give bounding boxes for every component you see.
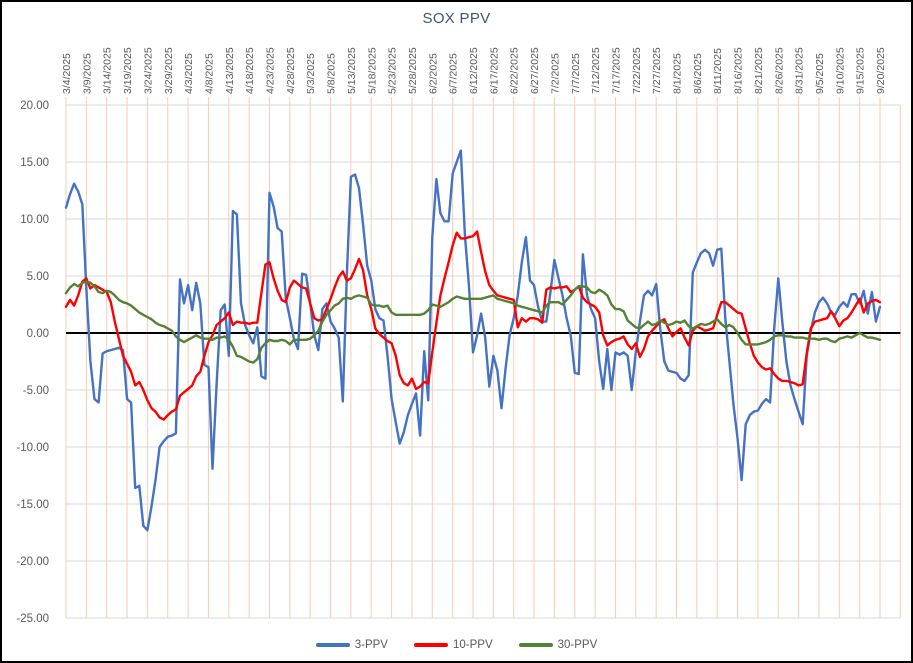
svg-text:6/2/2025: 6/2/2025 <box>427 53 439 94</box>
svg-text:7/27/2025: 7/27/2025 <box>651 47 663 94</box>
svg-text:3/4/2025: 3/4/2025 <box>61 53 73 94</box>
svg-text:9/10/2025: 9/10/2025 <box>834 47 846 94</box>
svg-text:8/1/2025: 8/1/2025 <box>672 53 684 94</box>
svg-text:3/9/2025: 3/9/2025 <box>81 53 93 94</box>
legend-item-10ppv: 10-PPV <box>413 639 493 651</box>
svg-text:9/20/2025: 9/20/2025 <box>875 47 887 94</box>
svg-text:3/14/2025: 3/14/2025 <box>102 47 114 94</box>
svg-text:20.00: 20.00 <box>20 100 49 112</box>
svg-text:5/28/2025: 5/28/2025 <box>407 47 419 94</box>
legend-line-swatch-30ppv <box>518 643 553 647</box>
svg-text:6/12/2025: 6/12/2025 <box>468 47 480 94</box>
svg-text:9/15/2025: 9/15/2025 <box>855 47 867 94</box>
svg-text:8/26/2025: 8/26/2025 <box>773 47 785 94</box>
svg-text:6/27/2025: 6/27/2025 <box>529 47 541 94</box>
svg-text:6/17/2025: 6/17/2025 <box>488 47 500 94</box>
svg-text:5/18/2025: 5/18/2025 <box>366 47 378 94</box>
svg-text:4/13/2025: 4/13/2025 <box>224 47 236 94</box>
svg-text:7/2/2025: 7/2/2025 <box>549 53 561 94</box>
legend-line-swatch-3ppv <box>315 643 350 647</box>
svg-text:4/3/2025: 4/3/2025 <box>183 53 195 94</box>
svg-text:5/8/2025: 5/8/2025 <box>326 53 338 94</box>
svg-text:3/29/2025: 3/29/2025 <box>163 47 175 94</box>
svg-text:4/8/2025: 4/8/2025 <box>203 53 215 94</box>
legend-label: 10-PPV <box>452 639 493 651</box>
svg-text:10.00: 10.00 <box>20 214 49 226</box>
svg-text:7/17/2025: 7/17/2025 <box>610 47 622 94</box>
legend-label: 3-PPV <box>354 639 388 651</box>
svg-text:8/21/2025: 8/21/2025 <box>753 47 765 94</box>
svg-text:6/7/2025: 6/7/2025 <box>448 53 460 94</box>
svg-text:7/7/2025: 7/7/2025 <box>570 53 582 94</box>
svg-text:-10.00: -10.00 <box>16 442 49 454</box>
svg-text:4/28/2025: 4/28/2025 <box>285 47 297 94</box>
svg-text:5/3/2025: 5/3/2025 <box>305 53 317 94</box>
svg-text:8/6/2025: 8/6/2025 <box>692 53 704 94</box>
svg-text:6/22/2025: 6/22/2025 <box>509 47 521 94</box>
svg-text:7/12/2025: 7/12/2025 <box>590 47 602 94</box>
svg-text:15.00: 15.00 <box>20 157 49 169</box>
legend-item-3ppv: 3-PPV <box>315 639 388 651</box>
chart-title: SOX PPV <box>422 10 491 27</box>
svg-text:7/22/2025: 7/22/2025 <box>631 47 643 94</box>
svg-text:8/16/2025: 8/16/2025 <box>733 47 745 94</box>
svg-text:0.00: 0.00 <box>27 328 49 340</box>
svg-text:4/23/2025: 4/23/2025 <box>265 47 277 94</box>
legend-label: 30-PPV <box>557 639 598 651</box>
legend-item-30ppv: 30-PPV <box>518 639 598 651</box>
svg-text:9/5/2025: 9/5/2025 <box>814 53 826 94</box>
svg-text:-15.00: -15.00 <box>16 499 49 511</box>
svg-text:8/11/2025: 8/11/2025 <box>712 48 724 94</box>
svg-text:4/18/2025: 4/18/2025 <box>244 47 256 94</box>
chart-legend: 3-PPV 10-PPV 30-PPV <box>2 639 911 651</box>
svg-text:3/24/2025: 3/24/2025 <box>142 47 154 94</box>
svg-text:-20.00: -20.00 <box>16 556 49 568</box>
svg-text:3/19/2025: 3/19/2025 <box>122 47 134 94</box>
svg-text:5/13/2025: 5/13/2025 <box>346 47 358 94</box>
svg-text:-25.00: -25.00 <box>16 613 49 625</box>
svg-text:8/31/2025: 8/31/2025 <box>794 47 806 94</box>
svg-text:5.00: 5.00 <box>27 271 49 283</box>
legend-line-swatch-10ppv <box>413 643 448 647</box>
svg-text:-5.00: -5.00 <box>23 385 49 397</box>
svg-text:5/23/2025: 5/23/2025 <box>387 47 399 94</box>
